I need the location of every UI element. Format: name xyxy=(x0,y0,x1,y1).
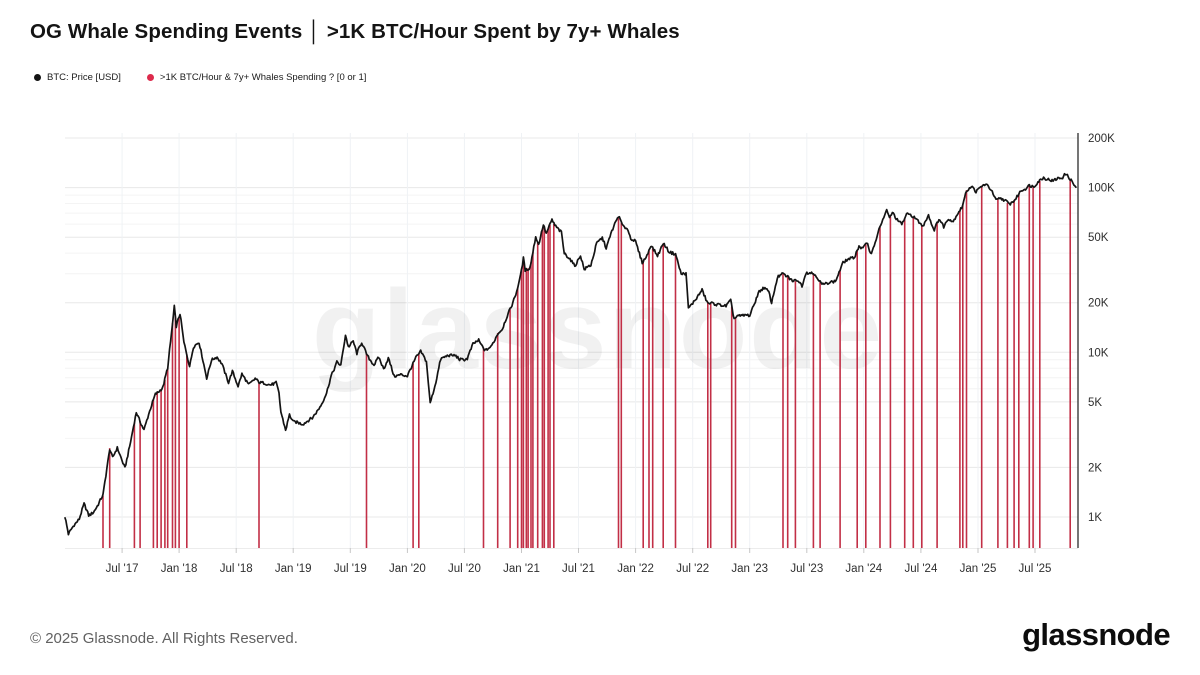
svg-text:200K: 200K xyxy=(1088,133,1115,145)
svg-text:Jul '20: Jul '20 xyxy=(448,563,481,575)
svg-text:Jul '18: Jul '18 xyxy=(220,563,253,575)
svg-text:Jul '24: Jul '24 xyxy=(904,563,937,575)
svg-text:Jan '23: Jan '23 xyxy=(731,563,768,575)
legend-item-btc-price[interactable]: BTC: Price [USD] xyxy=(34,72,121,83)
svg-text:Jul '22: Jul '22 xyxy=(676,563,709,575)
chart-title: OG Whale Spending Events │ >1K BTC/Hour … xyxy=(30,20,680,43)
axes xyxy=(65,133,1079,553)
axis-labels: Jul '17 Jan '18 Jul '18 Jan '19 Jul '19 Jan '… xyxy=(106,133,1116,575)
legend-label-btc-price: BTC: Price [USD] xyxy=(47,72,121,83)
svg-text:Jan '22: Jan '22 xyxy=(617,563,654,575)
svg-text:Jan '18: Jan '18 xyxy=(161,563,198,575)
svg-text:Jul '25: Jul '25 xyxy=(1019,563,1052,575)
copyright-text: © 2025 Glassnode. All Rights Reserved. xyxy=(30,630,298,647)
btc-price-marker-icon xyxy=(34,74,41,81)
svg-text:Jan '21: Jan '21 xyxy=(503,563,540,575)
svg-text:10K: 10K xyxy=(1088,347,1109,359)
glassnode-logo: glassnode xyxy=(1022,617,1171,652)
legend-label-whale-spending: >1K BTC/Hour & 7y+ Whales Spending ? [0 … xyxy=(159,72,367,83)
svg-text:Jan '25: Jan '25 xyxy=(960,563,997,575)
svg-text:1K: 1K xyxy=(1088,512,1102,524)
legend-item-whale-spending[interactable]: >1K BTC/Hour & 7y+ Whales Spending ? [0 … xyxy=(146,72,367,83)
svg-text:2K: 2K xyxy=(1088,462,1102,474)
svg-text:Jul '23: Jul '23 xyxy=(790,563,823,575)
svg-text:Jan '24: Jan '24 xyxy=(845,563,882,575)
svg-text:Jul '19: Jul '19 xyxy=(334,563,367,575)
svg-text:100K: 100K xyxy=(1088,183,1115,195)
glassnode-watermark: glassnode xyxy=(312,267,884,392)
svg-text:20K: 20K xyxy=(1088,298,1109,310)
btc-price-line xyxy=(64,172,1077,536)
whale-spending-event-bars xyxy=(102,179,1071,548)
svg-text:50K: 50K xyxy=(1088,232,1109,244)
gridlines xyxy=(65,133,1078,548)
chart-legend: BTC: Price [USD] >1K BTC/Hour & 7y+ Whal… xyxy=(34,72,366,83)
svg-text:Jul '21: Jul '21 xyxy=(562,563,595,575)
svg-text:Jan '19: Jan '19 xyxy=(275,563,312,575)
whale-spending-marker-icon xyxy=(146,74,154,81)
svg-text:Jul '17: Jul '17 xyxy=(106,563,139,575)
svg-text:5K: 5K xyxy=(1088,397,1102,409)
svg-text:Jan '20: Jan '20 xyxy=(389,563,426,575)
